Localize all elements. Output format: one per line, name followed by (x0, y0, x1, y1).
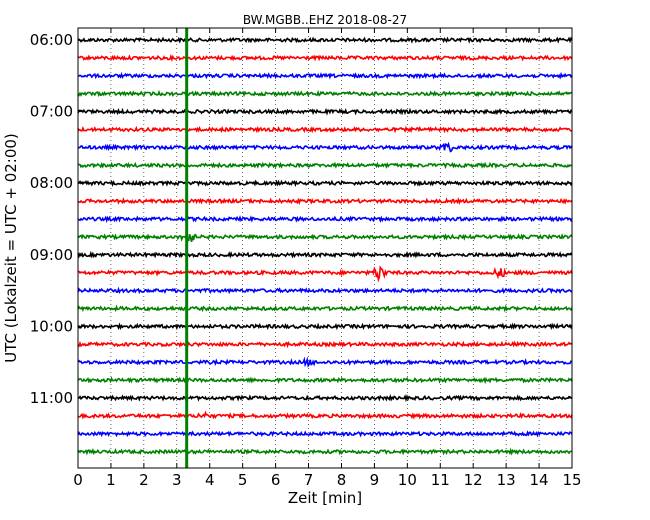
trace-0730 (77, 141, 573, 153)
grid-lines (110, 28, 540, 468)
trace-0800 (77, 179, 573, 188)
trace-1145 (77, 447, 573, 456)
x-tick-label: 13 (497, 471, 516, 489)
x-tick-label: 12 (464, 471, 483, 489)
y-axis-ticks: 06:00 07:00 08:00 09:00 10:00 11:00 (30, 31, 572, 407)
x-tick-label: 11 (431, 471, 450, 489)
traces-group (77, 36, 573, 456)
x-tick-label: 8 (337, 471, 347, 489)
trace-0945 (77, 304, 573, 313)
trace-0745 (77, 161, 573, 170)
x-axis-label: Zeit [min] (288, 489, 362, 507)
x-tick-label: 4 (205, 471, 215, 489)
trace-1045 (77, 376, 573, 385)
trace-1030 (77, 356, 573, 368)
x-axis-ticks: 0 1 2 3 4 5 6 7 8 9 10 11 12 13 14 15 (73, 28, 582, 489)
y-tick-label: 08:00 (30, 174, 73, 192)
chart-title: BW.MGBB..EHZ 2018-08-27 (243, 13, 407, 27)
y-tick-label: 07:00 (30, 103, 73, 121)
trace-0930 (77, 286, 573, 295)
y-tick-label: 11:00 (30, 389, 73, 407)
trace-0630 (78, 71, 573, 80)
y-axis-label: UTC (Lokalzeit = UTC + 02:00) (2, 133, 20, 363)
trace-1100 (77, 393, 573, 403)
x-tick-label: 6 (271, 471, 281, 489)
x-tick-label: 5 (238, 471, 248, 489)
plot-frame (77, 27, 573, 469)
trace-0700 (77, 107, 573, 116)
trace-0845 (77, 233, 573, 242)
trace-0900 (77, 250, 573, 259)
x-tick-label: 1 (106, 471, 116, 489)
trace-0915 (77, 265, 573, 283)
trace-0615 (77, 53, 573, 62)
trace-1000 (77, 322, 573, 331)
x-tick-label: 2 (139, 471, 149, 489)
x-tick-label: 3 (172, 471, 182, 489)
trace-1115 (77, 410, 573, 420)
y-tick-label: 10:00 (30, 317, 73, 335)
trace-0715 (77, 125, 573, 134)
x-tick-label: 0 (73, 471, 83, 489)
trace-1015 (77, 340, 573, 349)
x-tick-label: 7 (304, 471, 314, 489)
x-tick-label: 14 (530, 471, 549, 489)
x-tick-label: 10 (398, 471, 417, 489)
trace-0815 (77, 196, 573, 206)
x-tick-label: 9 (370, 471, 380, 489)
trace-0600 (77, 36, 573, 44)
y-tick-label: 06:00 (30, 31, 73, 49)
x-tick-label: 15 (562, 471, 581, 489)
trace-1130 (77, 430, 573, 438)
y-tick-label: 09:00 (30, 246, 73, 264)
trace-0830 (77, 214, 573, 224)
trace-0645 (77, 89, 573, 98)
